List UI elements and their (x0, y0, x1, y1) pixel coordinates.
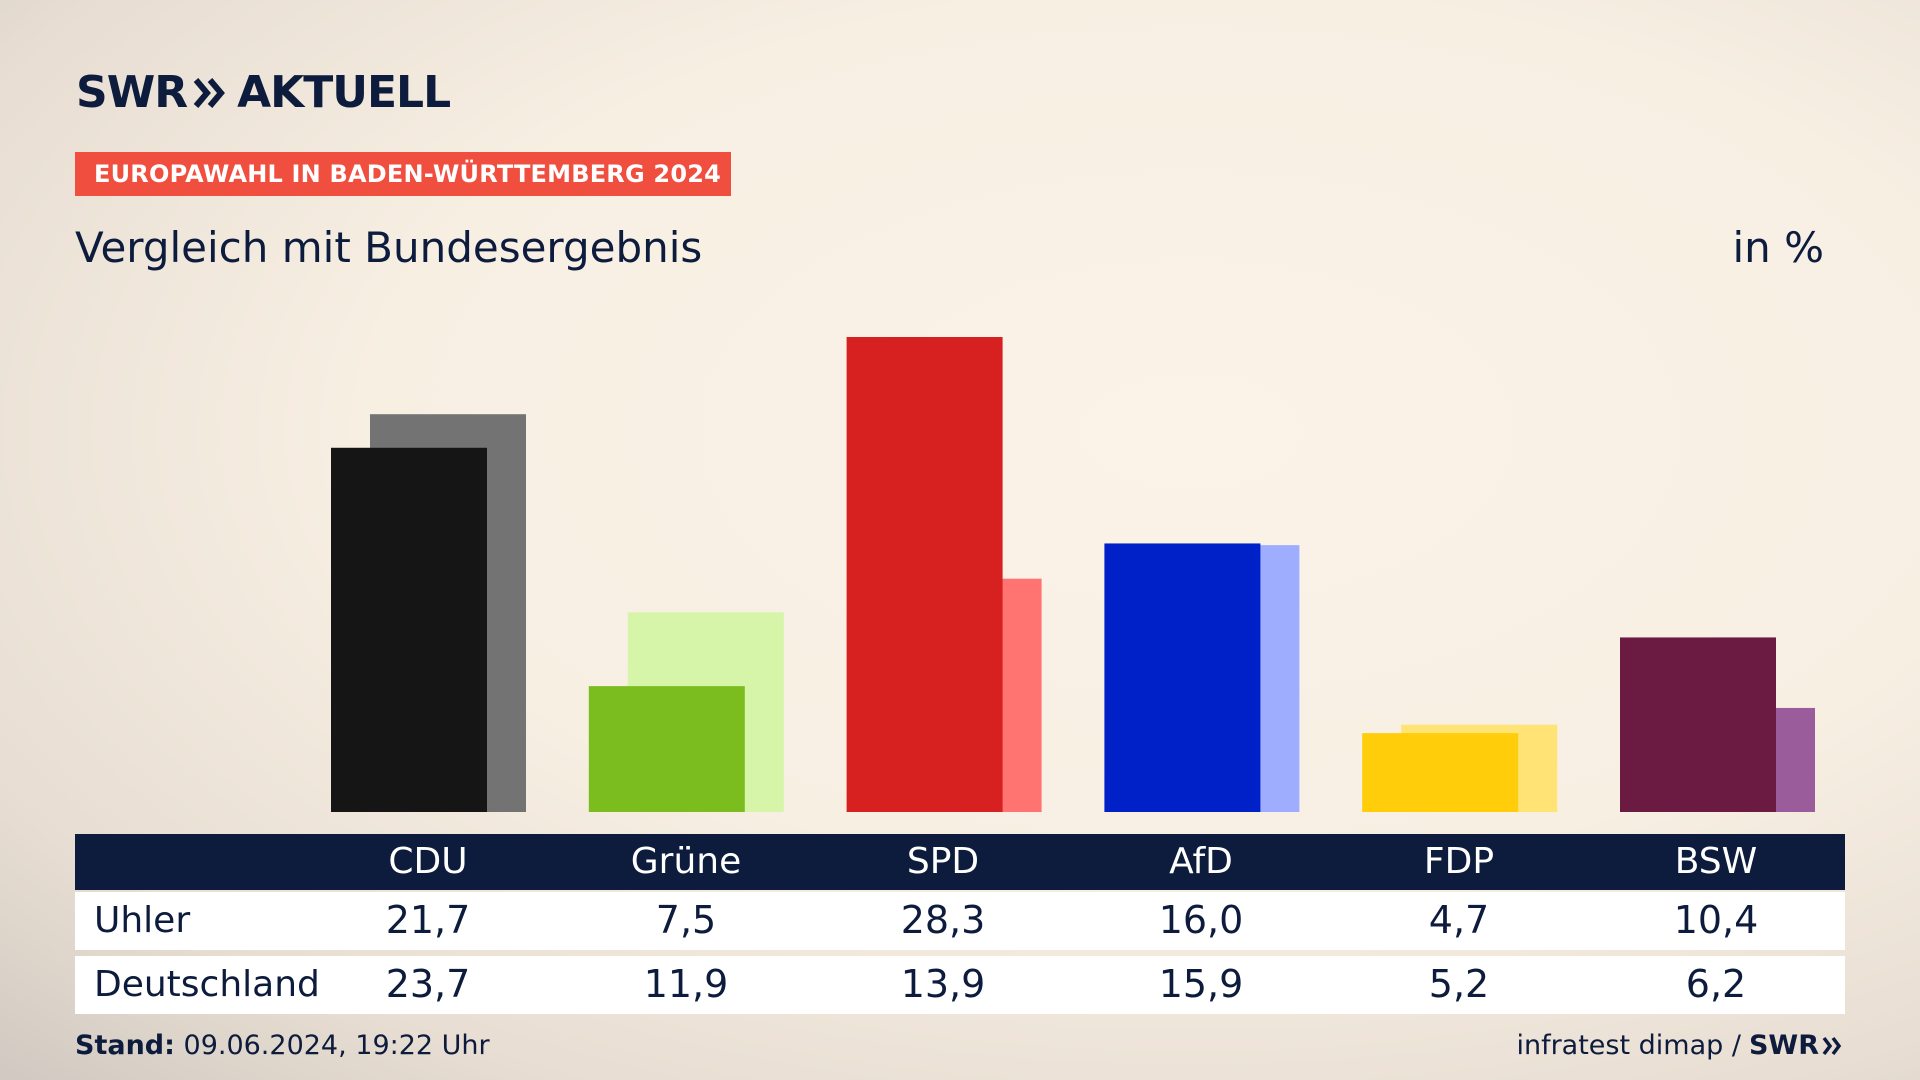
header-party: Grüne (630, 841, 742, 882)
bar-uhler-bsw (1620, 637, 1776, 812)
value-cell: 4,7 (1428, 898, 1490, 942)
value-cell: 6,2 (1685, 962, 1747, 1006)
header-party: BSW (1674, 841, 1758, 882)
bar-uhler-cdu (331, 447, 487, 812)
value-cell: 5,2 (1428, 962, 1490, 1006)
bar-uhler-afd (1104, 543, 1261, 812)
header-party: SPD (906, 841, 980, 882)
source-text: infratest dimap / (1516, 1030, 1741, 1061)
value-cell: 11,9 (643, 962, 729, 1006)
value-cell: 21,7 (385, 898, 471, 942)
stand-label: Stand: (75, 1030, 175, 1061)
row-label: Uhler (94, 900, 191, 941)
value-cell: 13,9 (900, 962, 986, 1006)
header-party: FDP (1423, 841, 1495, 882)
row-label: Deutschland (94, 964, 320, 1005)
source-credit: infratest dimap / SWR (1516, 1030, 1844, 1061)
double-chevron-icon (193, 78, 226, 108)
swr-aktuell-logo: SWR AKTUELL (76, 67, 451, 118)
footer-brand: SWR (1748, 1030, 1819, 1061)
bar-uhler-spd (846, 337, 1003, 812)
double-chevron-icon (1822, 1036, 1842, 1055)
stand-value: 09.06.2024, 19:22 Uhr (183, 1030, 490, 1061)
header-party: CDU (388, 841, 468, 882)
value-cell: 7,5 (655, 898, 717, 942)
election-badge: EUROPAWAHL IN BADEN-WÜRTTEMBERG 2024 (75, 152, 731, 196)
logo-product: AKTUELL (237, 67, 451, 118)
logo-brand: SWR (76, 67, 188, 118)
unit-label: in % (1732, 223, 1824, 272)
value-cell: 16,0 (1158, 898, 1244, 942)
chart-subtitle: Vergleich mit Bundesergebnis (75, 223, 703, 272)
table-row-uhler: Uhler 21,7 7,5 28,3 16,0 4,7 10,4 (75, 892, 1845, 950)
value-cell: 28,3 (900, 898, 986, 942)
header-party: AfD (1169, 841, 1233, 882)
timestamp: Stand: 09.06.2024, 19:22 Uhr (75, 1030, 490, 1061)
table-row-deutschland: Deutschland 23,7 11,9 13,9 15,9 5,2 6,2 (75, 956, 1845, 1014)
value-cell: 15,9 (1158, 962, 1244, 1006)
bar-uhler-fdp (1362, 733, 1519, 812)
bar-uhler-grüne (588, 686, 745, 812)
value-cell: 10,4 (1673, 898, 1759, 942)
value-cell: 23,7 (385, 962, 471, 1006)
table-header: CDU Grüne SPD AfD FDP BSW (75, 834, 1845, 890)
